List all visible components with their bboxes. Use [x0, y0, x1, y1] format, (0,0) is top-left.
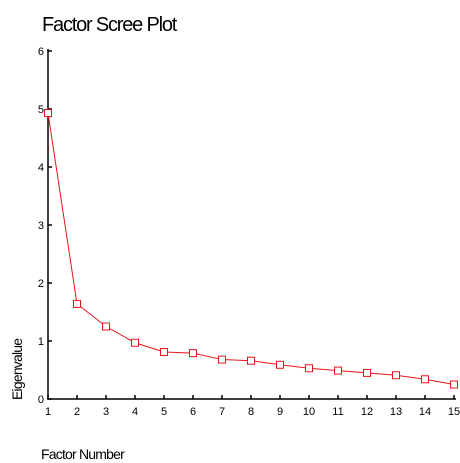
- data-point-marker: [102, 322, 110, 331]
- x-tick-label: 1: [45, 406, 51, 418]
- chart-title: Factor Scree Plot: [42, 14, 178, 36]
- x-tick-label: 8: [248, 406, 254, 418]
- x-tick-label: 15: [448, 406, 460, 418]
- x-tick-label: 7: [219, 406, 225, 418]
- data-point-marker: [131, 338, 139, 347]
- y-tick-label: 4: [38, 162, 44, 174]
- x-axis-ticks: 1 2 3 4 5 6 7 8 9 10 11 12 13 14 15: [45, 395, 460, 418]
- x-tick-label: 6: [190, 406, 196, 418]
- x-tick-label: 10: [303, 406, 315, 418]
- y-tick-label: 0: [38, 394, 44, 406]
- data-point-marker: [334, 366, 342, 375]
- data-point-marker: [305, 364, 313, 373]
- x-tick-label: 13: [390, 406, 402, 418]
- x-tick-label: 14: [419, 406, 431, 418]
- y-axis-label: Eigenvalue: [9, 338, 25, 400]
- y-tick-label: 1: [38, 336, 44, 348]
- data-point-marker: [189, 349, 197, 358]
- y-tick-label: 6: [38, 46, 44, 58]
- x-tick-label: 4: [132, 406, 138, 418]
- x-tick-label: 3: [103, 406, 109, 418]
- data-point-marker: [363, 368, 371, 377]
- y-tick-label: 5: [38, 104, 44, 116]
- series-line: [47, 112, 455, 385]
- x-tick-label: 5: [161, 406, 167, 418]
- x-tick-label: 11: [332, 406, 343, 418]
- data-point-marker: [247, 356, 255, 365]
- data-point-marker: [160, 348, 168, 357]
- x-tick-label: 12: [361, 406, 373, 418]
- data-point-marker: [276, 360, 284, 369]
- data-point-marker: [392, 371, 400, 380]
- data-point-marker: [421, 375, 429, 384]
- axes: [47, 49, 456, 400]
- y-tick-label: 2: [38, 278, 44, 290]
- data-point-marker: [73, 299, 81, 308]
- x-tick-label: 2: [74, 406, 80, 418]
- x-axis-label: Factor Number: [41, 446, 125, 462]
- data-point-marker: [450, 380, 458, 389]
- series-line-group: [44, 109, 458, 389]
- x-tick-label: 9: [277, 406, 283, 418]
- data-point-marker: [44, 109, 52, 118]
- y-tick-label: 3: [38, 220, 44, 232]
- data-point-marker: [218, 355, 226, 364]
- y-axis-ticks: 0 1 2 3 4 5 6: [38, 46, 52, 406]
